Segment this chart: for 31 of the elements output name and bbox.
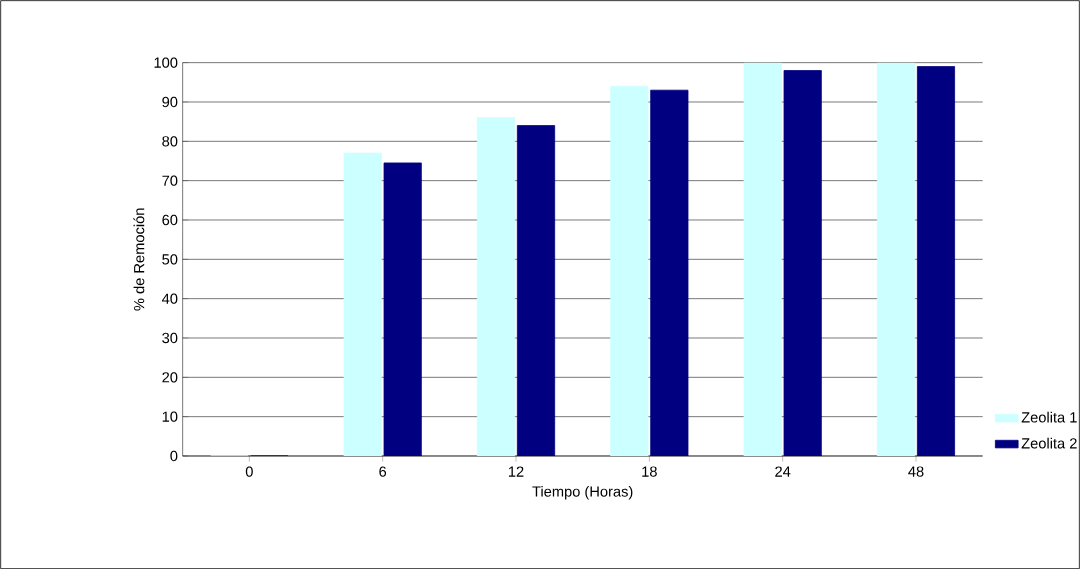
x-tick-label: 48 (908, 466, 924, 477)
x-axis-title: Tiempo (Horas) (532, 485, 633, 500)
y-tick-label: 100 (154, 57, 178, 68)
bar (743, 62, 782, 456)
y-tick-label: 60 (162, 214, 178, 226)
y-tick-label: 50 (162, 253, 178, 265)
y-tick-label: 0 (170, 450, 178, 462)
bar (476, 117, 516, 456)
legend-label: Zeolita 2 (1021, 437, 1077, 449)
bar (343, 152, 382, 456)
x-tick-label: 24 (775, 466, 791, 477)
x-tick-label: 18 (642, 466, 657, 477)
y-tick-label: 80 (162, 135, 178, 147)
x-tick-label: 6 (379, 466, 387, 477)
y-tick-label: 20 (162, 371, 178, 383)
x-tick-label: 12 (508, 466, 524, 477)
bar (650, 89, 689, 456)
y-tick-label: 40 (161, 293, 178, 304)
y-tick-label: 70 (162, 175, 178, 186)
x-tick-label: 0 (245, 466, 253, 477)
y-tick-label: 30 (162, 332, 178, 344)
bar (383, 162, 422, 456)
y-axis-title: % de Remoción (133, 208, 145, 311)
bar (610, 85, 649, 456)
bar (876, 62, 916, 456)
legend-label: Zeolita 1 (1021, 411, 1077, 423)
bar (516, 125, 556, 456)
bar (783, 69, 822, 456)
bar (916, 66, 956, 456)
y-tick-label: 90 (162, 96, 178, 108)
y-tick-label: 10 (162, 411, 178, 422)
